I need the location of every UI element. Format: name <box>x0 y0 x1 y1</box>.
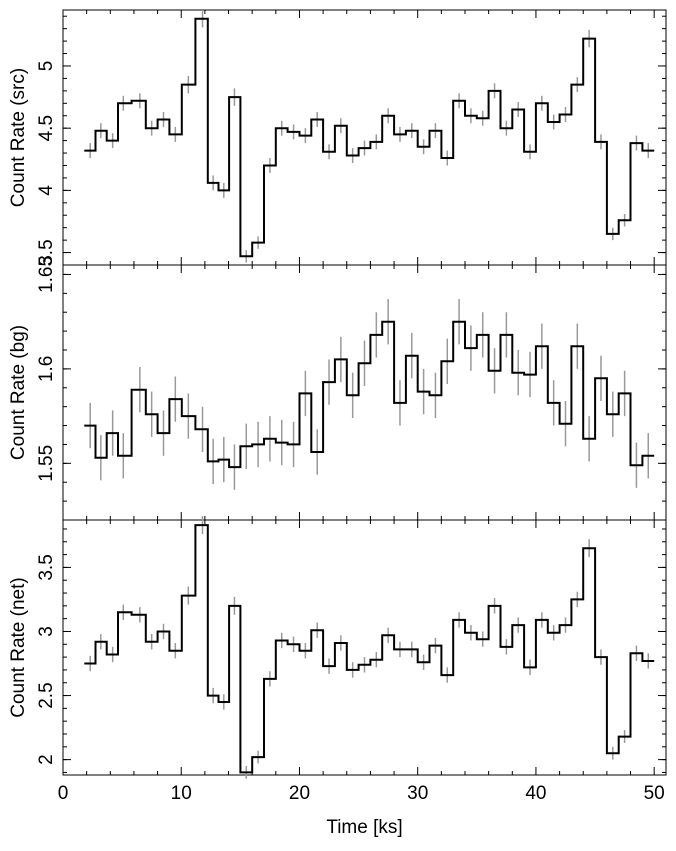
panel-frame-src <box>62 9 667 266</box>
y-tick-label-bg: 1.65 <box>36 256 57 293</box>
y-tick-label-src: 3.5 <box>36 239 57 265</box>
panel-frame-bg <box>62 264 667 521</box>
step-line-net <box>84 524 655 774</box>
panel-frame-net <box>62 519 667 776</box>
x-tick-label: 50 <box>644 783 665 804</box>
step-line-src <box>84 17 655 258</box>
x-axis-label: Time [ks] <box>326 817 402 838</box>
y-tick-label-bg: 1.55 <box>36 445 57 482</box>
y-tick-label-net: 3.5 <box>36 554 57 580</box>
y-tick-label-bg: 1.6 <box>36 356 57 382</box>
step-line-bg <box>84 320 655 469</box>
y-axis-label-net: Count Rate (net) <box>8 577 29 717</box>
y-tick-label-net: 2 <box>36 754 57 765</box>
x-tick-label: 20 <box>289 783 310 804</box>
y-axis-label-bg: Count Rate (bg) <box>8 325 29 460</box>
y-tick-label-net: 3 <box>36 626 57 637</box>
y-tick-label-src: 5 <box>36 61 57 72</box>
x-tick-label: 0 <box>58 783 69 804</box>
y-tick-label-net: 2.5 <box>36 682 57 708</box>
y-axis-label-src: Count Rate (src) <box>8 68 29 207</box>
y-tick-label-src: 4 <box>36 185 57 196</box>
x-tick-label: 10 <box>171 783 192 804</box>
x-tick-label: 40 <box>525 783 546 804</box>
x-tick-label: 30 <box>407 783 428 804</box>
y-tick-label-src: 4.5 <box>36 115 57 141</box>
